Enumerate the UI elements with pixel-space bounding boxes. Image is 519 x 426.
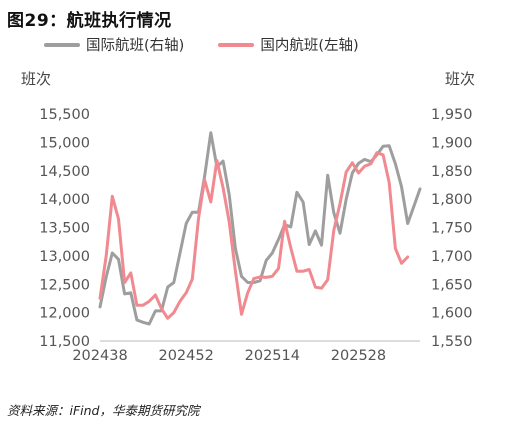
left-tick-label: 15,500 [39,107,90,123]
left-tick-label: 12,500 [39,277,90,293]
legend-swatch-international [44,42,80,47]
right-axis-label: 班次 [445,70,475,88]
right-tick-label: 1,550 [431,334,473,350]
left-axis-ticks: 15,500 15,000 14,500 14,000 13,500 13,000 12,5… [39,107,90,350]
left-tick-label: 14,500 [39,164,90,180]
x-tick-label: 202438 [72,348,127,364]
legend-label-international: 国际航班(右轴) [86,38,185,54]
right-tick-label: 1,700 [431,249,473,265]
right-axis-ticks: 1,950 1,900 1,850 1,800 1,750 1,700 1,650 1,600… [431,107,473,350]
right-tick-label: 1,950 [431,107,473,123]
left-tick-label: 13,000 [39,249,90,265]
right-tick-label: 1,600 [431,306,473,322]
legend-item-international: 国际航班(右轴) [44,34,184,55]
right-tick-label: 1,750 [431,221,473,237]
right-tick-label: 1,900 [431,135,473,151]
series-lines [98,131,422,326]
left-tick-label: 14,000 [39,192,90,208]
left-tick-label: 13,500 [39,221,90,237]
left-axis-label: 班次 [21,70,51,88]
right-tick-label: 1,800 [431,192,473,208]
chart-legend: 国际航班(右轴) 国内航班(左轴) [44,34,393,55]
left-tick-label: 15,000 [39,135,90,151]
right-tick-label: 1,650 [431,277,473,293]
x-tick-label: 202514 [245,348,300,364]
figure-title: 图29：航班执行情况 [7,11,172,31]
right-tick-label: 1,850 [431,164,473,180]
series-line-international [98,131,422,326]
legend-swatch-domestic [218,42,255,47]
series-line-domestic [98,151,410,320]
x-tick-label: 202528 [331,348,386,364]
legend-label-domestic: 国内航班(左轴) [260,38,359,54]
left-tick-label: 11,500 [39,334,90,350]
legend-item-domestic: 国内航班(左轴) [218,34,359,55]
x-tick-label: 202452 [158,348,213,364]
x-axis-ticks: 202438 202452 202514 202528 [72,348,386,364]
left-tick-label: 12,000 [39,306,90,322]
source-note: 资料来源：iFind，华泰期货研究院 [7,403,200,418]
